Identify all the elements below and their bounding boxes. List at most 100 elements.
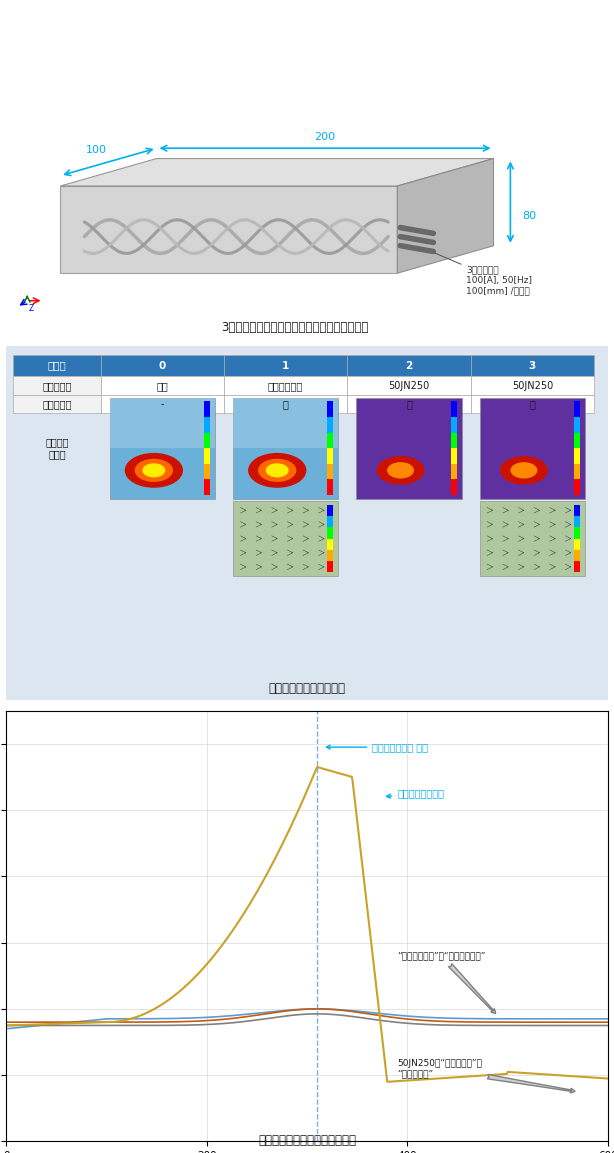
FancyBboxPatch shape (574, 538, 580, 550)
Text: Z: Z (29, 304, 34, 314)
Circle shape (378, 457, 424, 484)
シールドなし (604, 1012, 612, 1026)
50JN250 渦電流あり (39, 1017, 47, 1031)
FancyBboxPatch shape (574, 527, 580, 538)
50JN250 渦電流なし (387, 1015, 394, 1028)
Text: 100: 100 (86, 145, 107, 156)
FancyBboxPatch shape (14, 394, 101, 413)
Line: アルミニウム: アルミニウム (6, 1009, 608, 1023)
FancyBboxPatch shape (224, 377, 348, 394)
FancyBboxPatch shape (327, 538, 333, 550)
50JN250 渦電流なし (2, 1018, 10, 1032)
Text: 0: 0 (158, 361, 166, 370)
FancyBboxPatch shape (451, 464, 457, 480)
Circle shape (501, 457, 547, 484)
FancyBboxPatch shape (101, 377, 224, 394)
Text: 80: 80 (523, 211, 537, 221)
50JN250 渦電流なし (604, 1018, 612, 1032)
アルミニウム (39, 1016, 47, 1030)
FancyBboxPatch shape (480, 398, 585, 498)
アルミニウム (521, 1016, 529, 1030)
FancyBboxPatch shape (574, 464, 580, 480)
FancyBboxPatch shape (574, 480, 580, 495)
FancyBboxPatch shape (451, 401, 457, 417)
FancyBboxPatch shape (471, 355, 594, 377)
Text: 有: 有 (282, 399, 289, 409)
Polygon shape (60, 186, 397, 273)
FancyBboxPatch shape (14, 377, 101, 394)
50JN250 渦電流あり (368, 944, 376, 958)
Text: シールド材の位置: シールド材の位置 (387, 789, 445, 799)
50JN250 渦電流なし (460, 1018, 467, 1032)
シールドなし (314, 1002, 321, 1016)
FancyBboxPatch shape (233, 502, 338, 575)
シールドなし (368, 1005, 376, 1019)
FancyBboxPatch shape (204, 432, 210, 449)
FancyBboxPatch shape (233, 398, 338, 449)
FancyBboxPatch shape (204, 417, 210, 432)
FancyBboxPatch shape (356, 398, 462, 498)
50JN250 渦電流なし (39, 1018, 47, 1032)
Circle shape (143, 464, 165, 476)
Text: 50JN250の“渦電流あり”と
“渦電流なし”: 50JN250の“渦電流あり”と “渦電流なし” (397, 1058, 575, 1093)
FancyBboxPatch shape (204, 401, 210, 417)
FancyBboxPatch shape (233, 398, 338, 498)
シールドなし (387, 1008, 394, 1022)
FancyBboxPatch shape (327, 401, 333, 417)
Text: ケーブル中心の 位置: ケーブル中心の 位置 (327, 743, 428, 752)
FancyBboxPatch shape (327, 432, 333, 449)
Text: 3: 3 (529, 361, 536, 370)
Text: 有: 有 (529, 399, 535, 409)
Circle shape (258, 460, 296, 481)
Text: 磁束密度
実効値: 磁束密度 実効値 (45, 437, 69, 459)
FancyBboxPatch shape (14, 355, 101, 377)
Line: 50JN250 渦電流あり: 50JN250 渦電流あり (6, 767, 608, 1082)
Text: 無: 無 (406, 399, 412, 409)
Text: 200: 200 (314, 133, 336, 142)
Text: 50JN250: 50JN250 (511, 380, 553, 391)
FancyBboxPatch shape (204, 449, 210, 464)
アルミニウム (387, 1010, 394, 1024)
アルミニウム (2, 1016, 10, 1030)
FancyBboxPatch shape (204, 464, 210, 480)
Text: 解析条件とシールド効果の比較: 解析条件とシールド効果の比較 (258, 1135, 356, 1147)
Text: シールド材: シールド材 (42, 380, 72, 391)
アルミニウム (352, 1005, 360, 1019)
50JN250 渦電流あり (460, 1070, 468, 1084)
Text: 解析条件と磁束密度分布: 解析条件と磁束密度分布 (268, 683, 346, 695)
FancyBboxPatch shape (574, 432, 580, 449)
Line: 50JN250 渦電流なし: 50JN250 渦電流なし (6, 1013, 608, 1025)
FancyBboxPatch shape (574, 449, 580, 464)
FancyBboxPatch shape (574, 505, 580, 517)
FancyBboxPatch shape (110, 398, 215, 498)
FancyBboxPatch shape (110, 398, 215, 449)
FancyBboxPatch shape (574, 550, 580, 562)
FancyBboxPatch shape (204, 480, 210, 495)
Text: 渦電流考慮: 渦電流考慮 (42, 399, 72, 409)
FancyBboxPatch shape (574, 517, 580, 527)
Text: “シールドなし”と“アルミニウム”: “シールドなし”と“アルミニウム” (397, 951, 495, 1013)
FancyBboxPatch shape (451, 417, 457, 432)
FancyBboxPatch shape (224, 394, 348, 413)
Text: 2: 2 (405, 361, 413, 370)
FancyBboxPatch shape (327, 480, 333, 495)
Circle shape (135, 460, 173, 481)
50JN250 渦電流あり (384, 1075, 392, 1088)
50JN250 渦電流あり (522, 1067, 529, 1080)
FancyBboxPatch shape (327, 464, 333, 480)
FancyBboxPatch shape (327, 449, 333, 464)
FancyBboxPatch shape (348, 355, 471, 377)
Line: シールドなし: シールドなし (6, 1009, 608, 1028)
FancyBboxPatch shape (327, 562, 333, 572)
50JN250 渦電流あり (604, 1071, 612, 1085)
Text: 50JN250: 50JN250 (389, 380, 430, 391)
シールドなし (521, 1012, 529, 1026)
シールドなし (2, 1022, 10, 1035)
FancyBboxPatch shape (451, 432, 457, 449)
50JN250 渦電流なし (352, 1010, 360, 1024)
FancyBboxPatch shape (327, 550, 333, 562)
アルミニウム (314, 1002, 321, 1016)
アルミニウム (604, 1016, 612, 1030)
FancyBboxPatch shape (327, 505, 333, 517)
アルミニウム (460, 1015, 467, 1028)
